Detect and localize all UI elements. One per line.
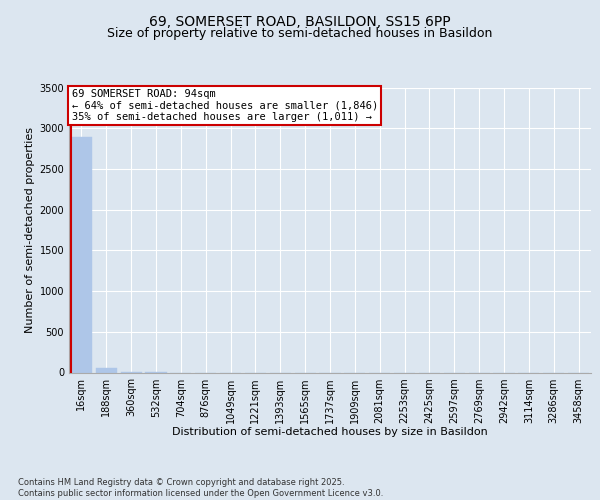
Text: 69, SOMERSET ROAD, BASILDON, SS15 6PP: 69, SOMERSET ROAD, BASILDON, SS15 6PP (149, 15, 451, 29)
X-axis label: Distribution of semi-detached houses by size in Basildon: Distribution of semi-detached houses by … (172, 427, 488, 437)
Text: Contains HM Land Registry data © Crown copyright and database right 2025.
Contai: Contains HM Land Registry data © Crown c… (18, 478, 383, 498)
Text: Size of property relative to semi-detached houses in Basildon: Size of property relative to semi-detach… (107, 28, 493, 40)
Bar (96, 368, 117, 372)
Y-axis label: Number of semi-detached properties: Number of semi-detached properties (25, 127, 35, 333)
Text: 69 SOMERSET ROAD: 94sqm
← 64% of semi-detached houses are smaller (1,846)
35% of: 69 SOMERSET ROAD: 94sqm ← 64% of semi-de… (71, 89, 378, 122)
Bar (71, 137, 92, 372)
